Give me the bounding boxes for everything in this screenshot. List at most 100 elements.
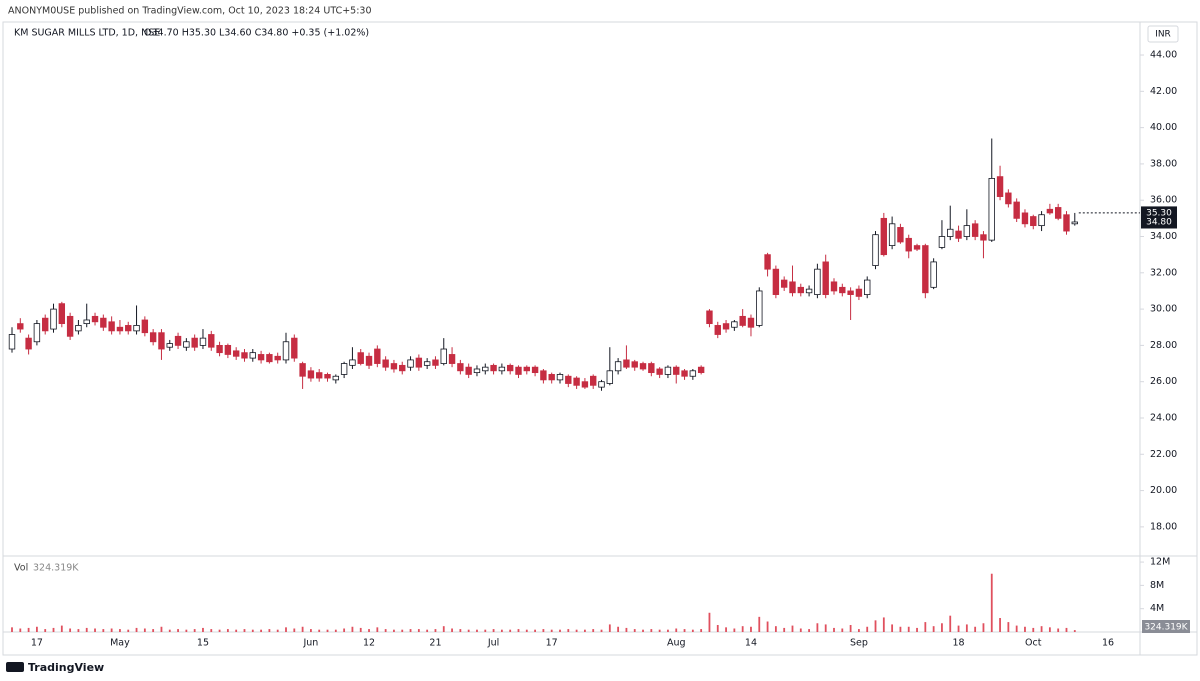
x-tick-label: 21 bbox=[429, 638, 441, 649]
volume-bar bbox=[608, 624, 611, 632]
candle-body bbox=[357, 352, 364, 364]
volume-bar bbox=[409, 629, 412, 632]
candle-body bbox=[1063, 214, 1070, 232]
candle-body bbox=[756, 290, 763, 326]
price-badge bbox=[1141, 215, 1177, 229]
candle-body bbox=[465, 366, 472, 375]
volume-bar bbox=[783, 627, 786, 632]
volume-title: Vol bbox=[14, 563, 28, 574]
volume-bar bbox=[276, 629, 279, 632]
candle-body bbox=[780, 279, 788, 288]
candle-body bbox=[482, 366, 489, 372]
volume-bar bbox=[334, 629, 337, 632]
candle-body bbox=[1013, 201, 1020, 219]
candle-body bbox=[598, 381, 605, 388]
volume-bar bbox=[467, 629, 470, 632]
candle-body bbox=[913, 245, 921, 250]
volume-bar bbox=[592, 629, 595, 632]
candle-body bbox=[739, 315, 746, 326]
candle-body bbox=[50, 308, 57, 330]
x-tick-label: Aug bbox=[667, 638, 686, 649]
candle-body bbox=[930, 261, 937, 288]
volume-bar bbox=[974, 626, 977, 632]
candle-body bbox=[897, 227, 904, 243]
candle-body bbox=[133, 325, 140, 332]
candle-body bbox=[880, 217, 888, 256]
volume-tick-label: 4M bbox=[1150, 603, 1164, 614]
volume-bar bbox=[833, 627, 835, 632]
candle-body bbox=[257, 354, 265, 361]
candle-body bbox=[971, 223, 979, 237]
volume-bar bbox=[816, 623, 819, 632]
volume-bar bbox=[417, 629, 420, 632]
volume-bar bbox=[1057, 628, 1060, 632]
volume-bar bbox=[700, 629, 703, 632]
candle-body bbox=[731, 321, 738, 328]
y-tick-label: 34.00 bbox=[1150, 231, 1177, 242]
candle-body bbox=[664, 366, 672, 375]
y-tick-label: 44.00 bbox=[1150, 50, 1177, 61]
candle-body bbox=[75, 325, 82, 332]
volume-bar bbox=[301, 626, 304, 632]
volume-bar bbox=[866, 626, 869, 632]
candle-body bbox=[1038, 214, 1045, 227]
volume-bar bbox=[675, 628, 678, 632]
candle-body bbox=[614, 361, 622, 372]
ohlc-text: O34.70 H35.30 L34.60 C34.80 +0.35 (+1.02… bbox=[144, 28, 369, 39]
y-tick-label: 22.00 bbox=[1150, 449, 1177, 460]
candle-body bbox=[922, 245, 929, 294]
candle-body bbox=[473, 368, 481, 374]
candle-body bbox=[772, 268, 780, 295]
volume-bar bbox=[858, 629, 860, 632]
volume-bar bbox=[525, 629, 528, 632]
volume-bar bbox=[957, 625, 960, 632]
volume-bar bbox=[509, 629, 512, 632]
volume-bar bbox=[949, 615, 952, 632]
candle-body bbox=[847, 290, 854, 295]
candle-body bbox=[457, 363, 464, 372]
volume-bar bbox=[202, 627, 204, 632]
x-tick-label: Oct bbox=[1025, 638, 1042, 649]
candle-body bbox=[83, 319, 90, 325]
volume-badge bbox=[1142, 620, 1190, 633]
candle-body bbox=[432, 359, 439, 366]
x-tick-label: 15 bbox=[197, 638, 209, 649]
volume-bar bbox=[102, 629, 105, 632]
x-tick-label: Jun bbox=[302, 638, 318, 649]
candle-body bbox=[116, 326, 124, 332]
volume-bar bbox=[841, 628, 844, 632]
price-badge-label: 34.80 bbox=[1146, 217, 1172, 227]
volume-bar bbox=[708, 612, 711, 632]
volume-bar bbox=[874, 620, 877, 632]
frame bbox=[2, 21, 1198, 656]
volume-bar bbox=[459, 629, 462, 632]
candle-body bbox=[963, 225, 971, 237]
candle-body bbox=[548, 374, 555, 381]
volume-bar bbox=[750, 626, 752, 632]
candle-body bbox=[648, 363, 655, 374]
candle-body bbox=[1021, 212, 1029, 225]
volume-bar bbox=[251, 629, 254, 632]
candle-body bbox=[814, 268, 821, 295]
volume-bar bbox=[999, 618, 1001, 632]
volume-bar bbox=[1007, 622, 1010, 632]
candle-body bbox=[166, 343, 173, 348]
candle-body bbox=[191, 337, 198, 348]
volume-bar bbox=[600, 629, 603, 632]
volume-bar bbox=[401, 629, 404, 632]
volume-bar bbox=[426, 629, 429, 632]
volume-bar bbox=[218, 629, 221, 632]
candle-body bbox=[656, 368, 663, 375]
publisher-line: ANONYM0USE published on TradingView.com,… bbox=[8, 6, 372, 17]
candle-body bbox=[365, 355, 373, 366]
currency-box[interactable] bbox=[1147, 25, 1179, 43]
candle-body bbox=[91, 315, 99, 323]
candle-body bbox=[573, 377, 580, 386]
volume-bar bbox=[85, 627, 88, 632]
candle-body bbox=[224, 344, 232, 355]
y-tick-label: 42.00 bbox=[1150, 86, 1177, 97]
candle-body bbox=[1030, 216, 1037, 227]
candle-body bbox=[100, 317, 107, 328]
volume-bar bbox=[733, 628, 736, 632]
volume-bar bbox=[932, 626, 935, 632]
